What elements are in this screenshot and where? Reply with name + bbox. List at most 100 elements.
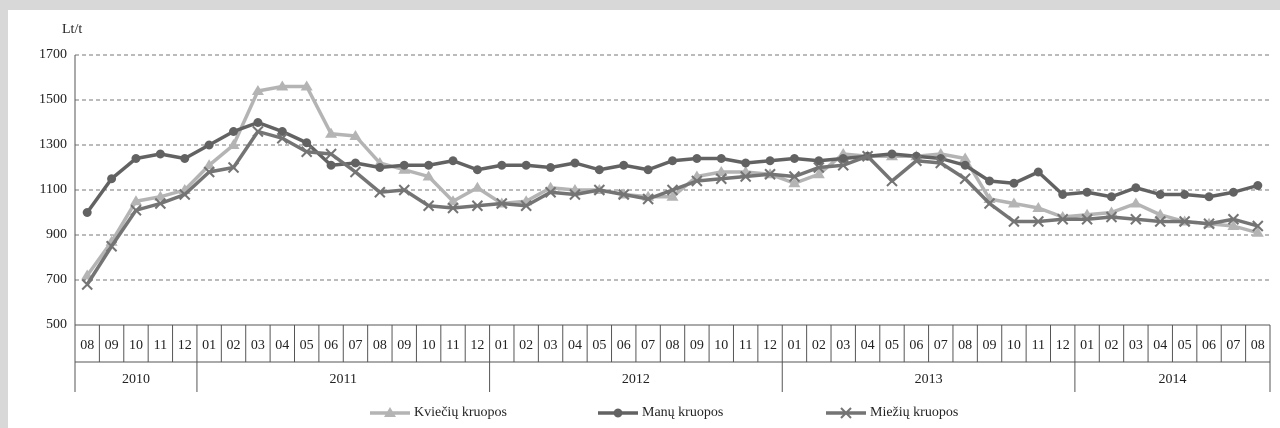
point <box>448 156 458 166</box>
legend-label: Manų kruopos <box>642 405 723 420</box>
point <box>570 158 580 168</box>
point <box>812 168 825 179</box>
point <box>1154 215 1166 228</box>
point <box>227 139 240 149</box>
x-tick-label: 01 <box>787 338 801 353</box>
x-tick-label: 09 <box>690 338 704 353</box>
point <box>300 146 313 158</box>
x-tick-label: 02 <box>227 338 241 353</box>
point <box>594 165 604 175</box>
point <box>472 165 482 175</box>
x-tick-label: 08 <box>80 338 94 353</box>
x-tick-label: 10 <box>1007 338 1021 353</box>
point <box>1180 190 1190 199</box>
point <box>1007 197 1020 208</box>
point <box>788 170 801 183</box>
point <box>81 278 93 291</box>
y-axis-label: Lt/t <box>62 22 82 37</box>
point <box>668 156 677 166</box>
point <box>180 154 190 163</box>
point <box>227 161 240 174</box>
point <box>1228 187 1238 197</box>
point <box>276 132 289 144</box>
y-tick-label: 500 <box>46 317 67 332</box>
point <box>887 149 897 159</box>
point <box>1105 211 1118 223</box>
point <box>716 154 726 163</box>
point <box>715 173 727 185</box>
point <box>1154 208 1167 219</box>
x-tick-label: 04 <box>568 338 582 353</box>
point <box>251 85 264 95</box>
point <box>1130 213 1142 225</box>
point <box>1009 178 1019 188</box>
point <box>910 155 923 167</box>
point <box>471 200 484 212</box>
point <box>960 160 970 170</box>
point <box>861 150 874 162</box>
point <box>399 160 409 170</box>
point <box>349 130 362 140</box>
point <box>1227 220 1240 230</box>
x-tick-label: 03 <box>251 338 265 353</box>
x-tick-label: 11 <box>446 338 459 353</box>
x-tick-label: 10 <box>129 338 143 353</box>
point <box>422 170 435 181</box>
x-tick-label: 06 <box>1202 338 1216 353</box>
point <box>325 148 337 160</box>
point <box>643 165 653 175</box>
point <box>959 173 971 185</box>
x-tick-label: 12 <box>470 338 484 353</box>
point <box>838 154 848 163</box>
point <box>1056 213 1069 225</box>
point <box>471 181 484 192</box>
x-tick-label: 07 <box>1226 338 1240 353</box>
x-tick-label: 09 <box>397 338 411 353</box>
point <box>619 160 629 170</box>
point <box>496 197 508 210</box>
point <box>1082 187 1092 197</box>
point <box>203 166 215 178</box>
point <box>326 160 336 170</box>
point <box>300 80 313 91</box>
x-tick-label: 03 <box>836 338 850 353</box>
point <box>1204 192 1214 202</box>
point <box>252 125 264 138</box>
y-tick-label: 900 <box>46 227 67 242</box>
point <box>447 195 460 206</box>
point <box>302 138 312 148</box>
y-tick-label: 1300 <box>39 137 67 152</box>
point <box>277 127 287 136</box>
point <box>105 240 118 252</box>
legend-marker <box>840 407 852 419</box>
point <box>131 154 141 163</box>
point <box>765 156 775 166</box>
point <box>1251 226 1264 237</box>
point <box>1227 213 1240 225</box>
point <box>349 166 362 178</box>
point <box>959 152 972 163</box>
point <box>544 186 557 198</box>
point <box>814 156 824 166</box>
point <box>1058 190 1068 199</box>
point <box>154 197 167 210</box>
point <box>107 174 117 184</box>
point <box>1178 215 1191 228</box>
point <box>1253 181 1263 190</box>
point <box>1032 202 1045 212</box>
point <box>1033 167 1043 177</box>
x-tick-label: 03 <box>1129 338 1143 353</box>
point <box>520 200 532 212</box>
x-tick-label: 06 <box>324 338 338 353</box>
x-tick-label: 05 <box>1178 338 1192 353</box>
point <box>739 170 752 183</box>
x-tick-label: 07 <box>934 338 948 353</box>
point <box>325 127 338 138</box>
legend-label: Kviečių kruopos <box>414 405 507 420</box>
point <box>1008 215 1020 228</box>
point <box>666 190 679 201</box>
point <box>642 193 654 205</box>
legend-label: Miežių kruopos <box>870 405 958 420</box>
point <box>1106 192 1116 202</box>
